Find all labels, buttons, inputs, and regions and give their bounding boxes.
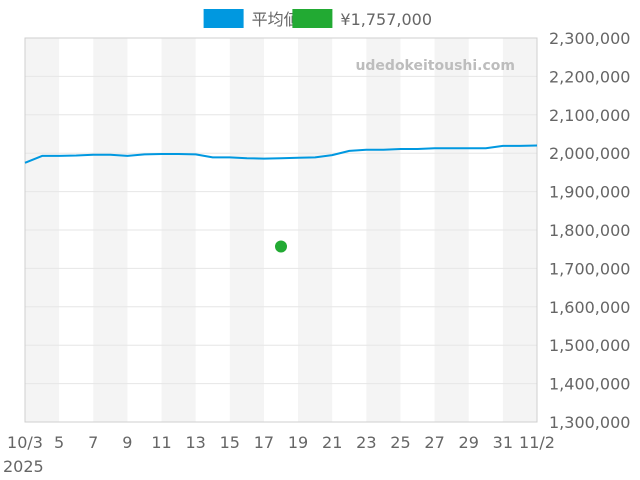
y-tick-label: 1,600,000: [549, 298, 630, 317]
x-tick-label: 23: [356, 433, 376, 452]
plot-frame: [24, 37, 538, 423]
x-tick-label: 13: [185, 433, 205, 452]
legend-label[interactable]: ¥1,757,000: [340, 10, 432, 29]
series-line-average: [24, 144, 538, 164]
series-point-listing: [275, 240, 287, 253]
x-tick-label: 29: [459, 433, 479, 452]
y-tick-label: 2,200,000: [549, 67, 630, 86]
y-tick-label: 1,800,000: [549, 221, 630, 240]
x-tick-label: 27: [424, 433, 444, 452]
y-tick-label: 1,700,000: [549, 259, 630, 278]
x-tick-label: 31: [493, 433, 513, 452]
x-tick-label: 11/2: [519, 433, 555, 452]
x-tick-label: 9: [122, 433, 132, 452]
legend-label[interactable]: 平均値: [252, 10, 300, 29]
x-tick-label: 5: [54, 433, 64, 452]
y-tick-label: 2,000,000: [549, 144, 630, 163]
x-axis-year-label: 2025: [3, 457, 44, 476]
y-tick-label: 1,500,000: [549, 336, 630, 355]
x-tick-label: 15: [220, 433, 240, 452]
x-tick-label: 25: [390, 433, 410, 452]
x-tick-label: 11: [151, 433, 171, 452]
watermark-text: udedokeitoushi.com: [355, 58, 515, 74]
x-tick-label: 19: [288, 433, 308, 452]
y-tick-label: 2,100,000: [549, 106, 630, 125]
x-tick-label: 10/3: [7, 433, 43, 452]
x-tick-label: 7: [88, 433, 98, 452]
x-axis-ticks: 10/3 5 7 9 11 13 15 17 19 21 23 25 27 29 31 11/2: [7, 433, 555, 452]
legend-swatch[interactable]: [203, 9, 244, 28]
y-tick-label: 1,400,000: [549, 375, 630, 394]
legend: 平均値 ¥1,757,000: [203, 9, 432, 29]
series-layer: [24, 144, 538, 253]
y-tick-label: 1,300,000: [549, 413, 630, 432]
y-tick-label: 2,300,000: [549, 29, 630, 48]
legend-swatch[interactable]: [292, 9, 333, 28]
y-axis-ticks: 1,300,000 1,400,000 1,500,000 1,600,000 1,70…: [549, 29, 630, 432]
x-tick-label: 17: [254, 433, 274, 452]
x-tick-label: 21: [322, 433, 342, 452]
y-tick-label: 1,900,000: [549, 183, 630, 202]
